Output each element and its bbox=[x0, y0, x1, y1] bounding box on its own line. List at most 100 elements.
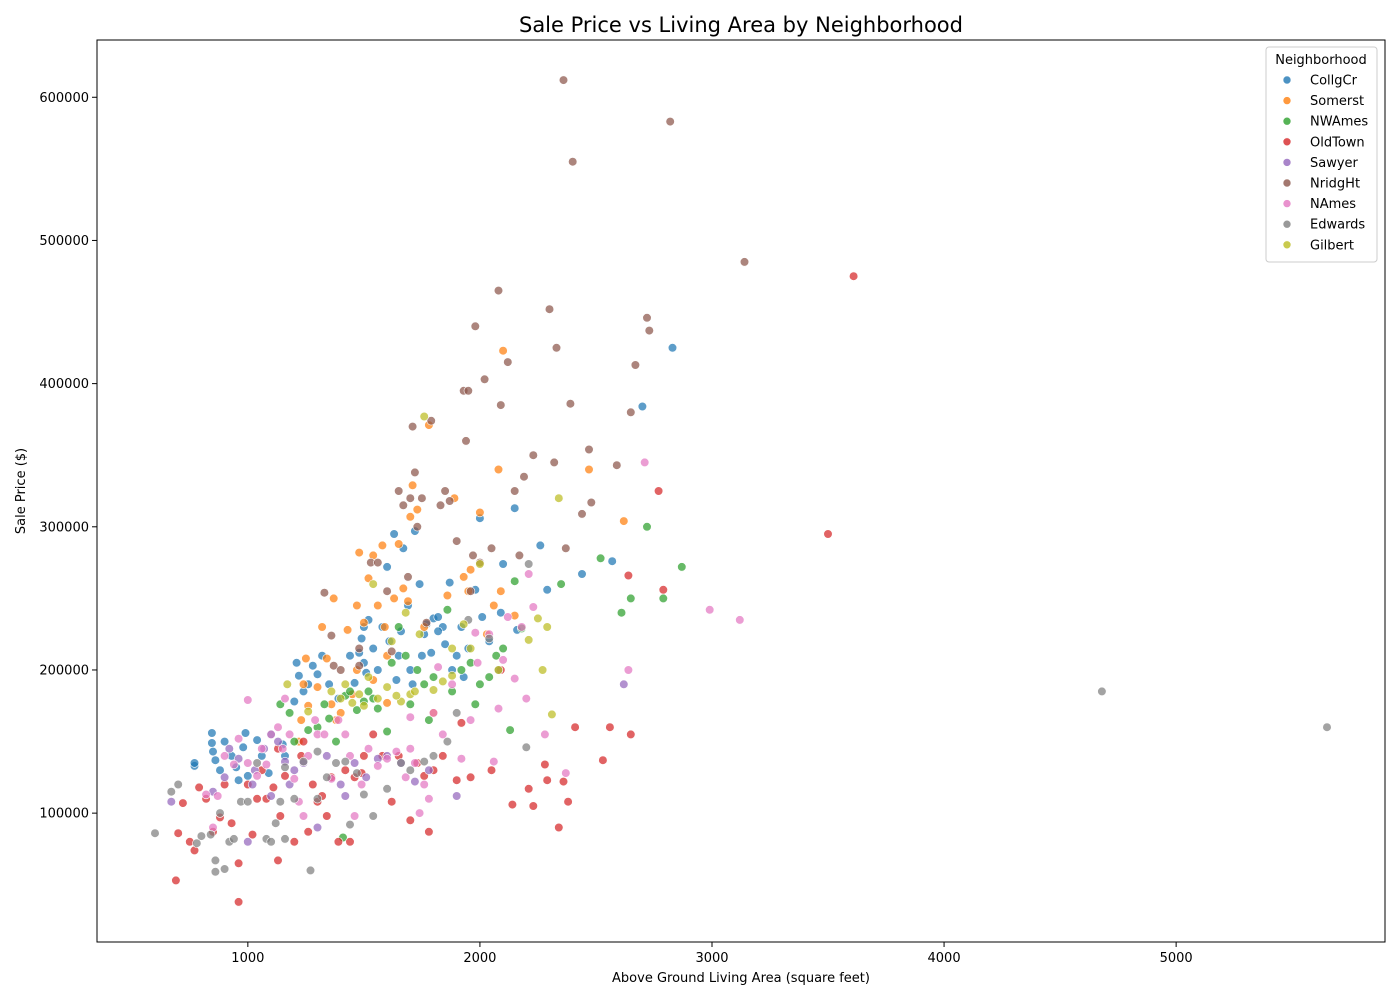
legend-marker-nridght bbox=[1282, 178, 1292, 188]
data-point-somerst-27 bbox=[408, 480, 418, 490]
data-point-names-50 bbox=[503, 612, 513, 622]
data-point-nridght-42 bbox=[565, 399, 576, 409]
data-point-somerst-39 bbox=[489, 600, 499, 611]
data-point-somerst-34 bbox=[459, 572, 469, 582]
data-point-oldtown-0 bbox=[171, 875, 181, 886]
data-point-collgcr-81 bbox=[433, 626, 443, 636]
data-point-nridght-50 bbox=[642, 313, 652, 323]
legend-label-nridght: NridgHt bbox=[1310, 177, 1360, 192]
data-point-sawyer-23 bbox=[424, 765, 434, 775]
data-point-collgcr-67 bbox=[498, 559, 508, 569]
data-point-names-43 bbox=[456, 754, 467, 764]
data-point-edwards-34 bbox=[419, 756, 429, 767]
data-point-somerst-25 bbox=[403, 596, 413, 606]
data-point-oldtown-11 bbox=[234, 897, 244, 907]
data-point-nridght-41 bbox=[561, 543, 571, 553]
data-point-oldtown-58 bbox=[570, 722, 580, 732]
data-point-names-45 bbox=[473, 658, 483, 668]
data-point-nridght-16 bbox=[417, 493, 427, 503]
data-point-collgcr-12 bbox=[243, 771, 253, 781]
data-point-names-36 bbox=[415, 808, 425, 818]
data-point-nwames-11 bbox=[352, 705, 362, 715]
data-point-nridght-14 bbox=[410, 467, 420, 478]
data-point-collgcr-7 bbox=[220, 736, 230, 747]
x-tick-label-2: 3000 bbox=[695, 951, 728, 966]
data-point-edwards-39 bbox=[484, 633, 494, 644]
data-point-oldtown-56 bbox=[558, 776, 569, 787]
y-tick-label-0: 100000 bbox=[39, 807, 89, 822]
data-point-nwames-30 bbox=[475, 679, 485, 689]
data-point-names-31 bbox=[382, 754, 392, 764]
data-point-nridght-9 bbox=[394, 486, 404, 496]
data-point-collgcr-53 bbox=[433, 612, 443, 622]
data-point-nridght-29 bbox=[480, 374, 490, 384]
data-point-somerst-11 bbox=[343, 625, 353, 635]
data-point-nridght-48 bbox=[626, 407, 636, 417]
legend-marker-somerst bbox=[1282, 96, 1292, 105]
data-point-oldtown-67 bbox=[298, 736, 309, 747]
chart-title: Sale Price vs Living Area by Neighborhoo… bbox=[519, 13, 963, 37]
data-point-collgcr-73 bbox=[607, 556, 617, 566]
data-point-names-54 bbox=[524, 569, 534, 579]
data-point-oldtown-44 bbox=[438, 751, 448, 761]
data-point-somerst-23 bbox=[394, 539, 404, 549]
data-point-edwards-13 bbox=[243, 797, 253, 807]
data-point-gilbert-12 bbox=[387, 636, 397, 646]
data-point-somerst-24 bbox=[398, 583, 408, 594]
x-axis-ticks: 1000 2000 3000 4000 5000 bbox=[231, 942, 1193, 966]
data-point-names-59 bbox=[640, 457, 650, 468]
data-point-gilbert-32 bbox=[447, 643, 457, 654]
data-point-somerst-28 bbox=[412, 505, 422, 515]
data-point-gilbert-8 bbox=[363, 672, 374, 682]
data-point-gilbert-10 bbox=[373, 693, 383, 704]
data-point-gilbert-33 bbox=[391, 691, 402, 701]
data-point-edwards-2 bbox=[173, 779, 183, 790]
data-point-names-6 bbox=[243, 758, 253, 768]
data-point-edwards-37 bbox=[452, 708, 462, 718]
data-point-somerst-32 bbox=[442, 590, 453, 601]
data-point-collgcr-30 bbox=[357, 633, 367, 644]
data-point-collgcr-35 bbox=[368, 643, 378, 654]
data-point-names-15 bbox=[285, 729, 295, 740]
data-point-collgcr-72 bbox=[577, 569, 587, 579]
data-point-oldtown-22 bbox=[289, 837, 299, 847]
data-point-oldtown-51 bbox=[524, 784, 534, 794]
data-point-names-27 bbox=[350, 811, 360, 821]
data-point-nridght-56 bbox=[354, 643, 364, 654]
data-point-somerst-48 bbox=[382, 698, 392, 708]
data-point-nwames-18 bbox=[394, 622, 404, 632]
data-point-collgcr-80 bbox=[417, 651, 427, 661]
data-point-somerst-9 bbox=[329, 593, 339, 604]
data-point-names-14 bbox=[280, 693, 290, 704]
data-point-edwards-8 bbox=[215, 808, 225, 818]
data-point-nwames-42 bbox=[658, 593, 668, 604]
data-point-nridght-21 bbox=[445, 496, 455, 506]
data-point-edwards-0 bbox=[150, 828, 160, 838]
data-point-oldtown-1 bbox=[173, 828, 183, 838]
data-point-somerst-1 bbox=[296, 715, 306, 725]
data-point-oldtown-64 bbox=[658, 585, 668, 595]
data-point-names-35 bbox=[410, 758, 420, 768]
data-point-names-60 bbox=[705, 605, 715, 615]
data-point-somerst-18 bbox=[373, 600, 383, 611]
data-point-nridght-51 bbox=[644, 326, 654, 336]
data-point-nwames-2 bbox=[289, 736, 299, 747]
data-point-gilbert-29 bbox=[542, 622, 552, 632]
data-point-nwames-32 bbox=[491, 651, 501, 661]
data-point-collgcr-2 bbox=[207, 728, 217, 738]
data-point-nridght-46 bbox=[586, 497, 596, 508]
data-point-nwames-19 bbox=[401, 651, 411, 661]
data-point-nridght-12 bbox=[405, 493, 415, 503]
data-point-nridght-4 bbox=[354, 661, 364, 671]
data-point-somerst-40 bbox=[493, 464, 504, 475]
data-point-edwards-36 bbox=[442, 736, 453, 747]
data-point-collgcr-13 bbox=[252, 735, 262, 745]
data-point-oldtown-32 bbox=[345, 837, 355, 847]
data-point-nridght-15 bbox=[412, 522, 422, 532]
data-point-oldtown-62 bbox=[626, 729, 636, 740]
data-point-oldtown-19 bbox=[273, 855, 283, 866]
data-point-oldtown-28 bbox=[322, 811, 332, 821]
data-point-gilbert-17 bbox=[415, 629, 425, 639]
data-point-nridght-36 bbox=[519, 472, 529, 482]
data-point-nridght-39 bbox=[549, 457, 559, 468]
